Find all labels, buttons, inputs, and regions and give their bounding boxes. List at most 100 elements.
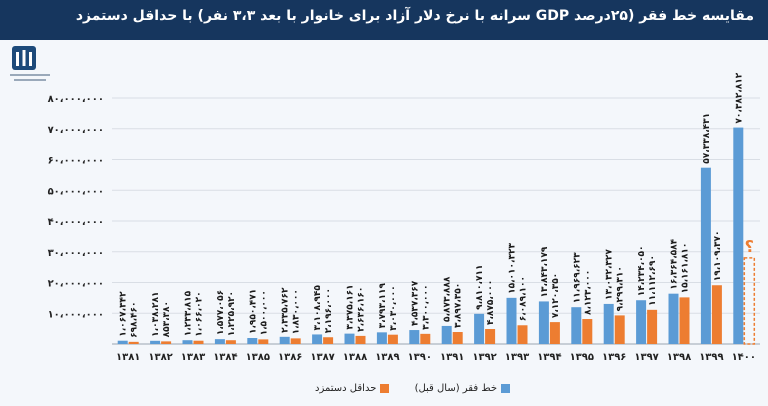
bar-chart: ۱۰،۰۰۰،۰۰۰ ۲۰،۰۰۰،۰۰۰ ۳۰،۰۰۰،۰۰۰ ۴۰،۰۰۰،۰۰۰…	[48, 72, 760, 363]
bars	[117, 127, 756, 345]
data-label-poverty-line: ۱،۲۳۳،۸۱۵	[184, 290, 194, 336]
bar-min-wage	[258, 339, 269, 344]
legend: خط فقر (سال قبل) حداقل دستمزد	[270, 383, 510, 401]
x-tick-label: ۱۳۸۴	[213, 352, 237, 363]
data-label-min-wage: ۸،۱۲۳،۰۰۰	[583, 270, 593, 315]
data-label-poverty-line: ۳،۳۷۵،۱۶۱	[346, 284, 356, 329]
legend-item-poverty-line: خط فقر (سال قبل)	[415, 383, 510, 394]
bar-min-wage	[161, 341, 172, 344]
data-label-min-wage: ۲،۶۳۶،۱۶۰	[357, 287, 367, 332]
bar-poverty-line	[409, 330, 420, 344]
data-label-min-wage: ۱،۵۰۰،۰۰۰	[259, 290, 269, 335]
bar-poverty-line	[247, 338, 258, 344]
bar-poverty-line	[344, 333, 355, 344]
data-label-min-wage: ۱،۲۲۵،۹۲۰	[227, 291, 237, 336]
x-tick-label: ۱۳۹۹	[699, 352, 723, 363]
data-label-min-wage: ۳،۰۳۰،۰۰۰	[389, 285, 399, 330]
y-tick-label: ۳۰،۰۰۰،۰۰۰	[48, 248, 104, 259]
data-label-poverty-line: ۵۷،۳۳۸،۴۳۱	[702, 113, 712, 164]
x-tick-label: ۱۳۹۰	[408, 352, 432, 363]
y-tick-label: ۵۰،۰۰۰،۰۰۰	[48, 186, 104, 197]
data-label-min-wage: ۴،۸۷۵،۰۰۰	[486, 280, 496, 325]
data-label-min-wage: ۱۹،۱۰۹،۳۷۰	[713, 230, 723, 281]
bar-poverty-line	[279, 336, 290, 344]
unknown-value-marker: ؟	[745, 237, 754, 256]
bar-min-wage-placeholder	[743, 257, 756, 345]
bar-poverty-line	[182, 340, 193, 344]
y-axis: ۱۰،۰۰۰،۰۰۰ ۲۰،۰۰۰،۰۰۰ ۳۰،۰۰۰،۰۰۰ ۴۰،۰۰۰،۰۰۰…	[48, 94, 104, 320]
bar-min-wage	[290, 338, 301, 344]
data-label-poverty-line: ۱۳،۸۴۳،۱۷۹	[540, 246, 550, 297]
gridlines	[112, 97, 760, 345]
x-tick-label: ۱۳۹۳	[505, 352, 529, 363]
data-label-min-wage: ۹،۲۹۹،۳۱۰	[616, 266, 626, 311]
data-label-min-wage: ۱،۰۶۶،۰۲۰	[195, 291, 205, 336]
x-tick-label: ۱۳۹۵	[570, 352, 594, 363]
bar-min-wage	[193, 340, 204, 344]
bar-poverty-line	[571, 307, 582, 344]
data-label-poverty-line: ۱،۹۵۰،۴۷۱	[248, 289, 258, 334]
data-label-min-wage: ۸۵۳،۳۸۰	[162, 301, 172, 337]
bar-poverty-line	[376, 332, 387, 344]
data-label-poverty-line: ۱۴،۲۳۴،۰۵۰	[637, 245, 647, 296]
data-label-poverty-line: ۲،۳۳۵،۷۶۲	[281, 287, 291, 333]
legend-swatch-blue	[501, 383, 510, 393]
bar-poverty-line	[117, 340, 128, 344]
y-tick-label: ۱۰،۰۰۰،۰۰۰	[48, 309, 104, 320]
bar-poverty-line	[441, 325, 452, 344]
chart-title: مقایسه خط فقر (۲۵درصد GDP سرانه با نرخ د…	[75, 8, 754, 24]
bar-min-wage	[582, 319, 593, 344]
data-label-poverty-line: ۱۱،۹۶۹،۶۲۳	[572, 252, 582, 303]
bar-min-wage	[679, 297, 690, 344]
data-label-poverty-line: ۱،۰۶۷،۳۴۲	[119, 291, 129, 337]
bar-poverty-line	[636, 300, 647, 344]
data-label-poverty-line: ۳،۱۰۸،۹۴۵	[313, 285, 323, 331]
data-label-poverty-line: ۷۰،۳۸۲،۸۱۲	[734, 72, 744, 123]
y-tick-label: ۲۰،۰۰۰،۰۰۰	[48, 279, 104, 290]
bar-poverty-line	[506, 297, 517, 344]
x-tick-label: ۱۳۸۸	[343, 352, 367, 363]
data-label-min-wage: ۳،۳۰۰،۰۰۰	[421, 285, 431, 330]
bar-min-wage	[452, 332, 463, 344]
bar-min-wage	[614, 315, 625, 344]
y-tick-label: ۶۰،۰۰۰،۰۰۰	[48, 156, 104, 167]
y-tick-label: ۷۰،۰۰۰،۰۰۰	[48, 125, 104, 136]
x-tick-label: ۱۳۸۷	[310, 352, 334, 363]
data-label-poverty-line: ۳،۷۹۳،۱۱۹	[378, 283, 388, 329]
data-label-min-wage: ۱۱،۱۱۲،۶۹۰	[648, 255, 658, 306]
data-label-min-wage: ۶،۰۸۹،۱۰۰	[519, 276, 529, 321]
legend-item-min-wage: حداقل دستمزد	[315, 383, 390, 394]
bar-min-wage	[323, 337, 334, 344]
data-label-min-wage: ۱۵،۱۶۱،۸۱۰	[681, 243, 691, 294]
x-tick-label: ۱۳۹۶	[602, 352, 626, 363]
bar-poverty-line	[668, 293, 679, 344]
data-label-poverty-line: ۱،۰۳۸،۲۸۱	[151, 292, 161, 337]
bar-poverty-line	[700, 167, 711, 344]
x-tick-label: ۱۳۸۶	[278, 352, 302, 363]
legend-label-poverty-line: خط فقر (سال قبل)	[414, 383, 497, 394]
bar-min-wage	[355, 335, 366, 344]
data-label-poverty-line: ۱۶،۳۶۴،۵۸۴	[670, 238, 680, 289]
bar-min-wage	[517, 325, 528, 344]
x-tick-label: ۱۳۸۱	[116, 352, 140, 363]
data-label-poverty-line: ۴،۵۳۷،۳۶۷	[410, 280, 420, 326]
x-tick-label: ۱۴۰۰	[732, 352, 756, 363]
bar-min-wage	[225, 340, 236, 344]
bar-poverty-line	[312, 334, 323, 344]
bar-poverty-line	[214, 339, 225, 344]
x-tick-label: ۱۳۹۸	[667, 352, 691, 363]
data-label-poverty-line: ۹،۸۱۰،۷۱۱	[475, 265, 485, 310]
data-label-min-wage: ۳،۸۹۷،۳۵۰	[454, 283, 464, 328]
x-tick-label: ۱۳۸۹	[375, 352, 399, 363]
y-tick-label: ۸۰،۰۰۰،۰۰۰	[48, 94, 104, 105]
title-bar: مقایسه خط فقر (۲۵درصد GDP سرانه با نرخ د…	[0, 0, 768, 40]
data-label-min-wage: ۶۹۸،۴۶۰	[130, 301, 140, 337]
legend-swatch-orange	[380, 383, 390, 393]
bar-min-wage	[647, 309, 658, 344]
x-tick-label: ۱۳۸۲	[148, 352, 172, 363]
x-tick-label: ۱۳۹۷	[634, 352, 658, 363]
bar-poverty-line	[538, 301, 549, 344]
bar-min-wage	[485, 329, 496, 344]
x-axis: ۱۳۸۱ ۱۳۸۲ ۱۳۸۳ ۱۳۸۴ ۱۳۸۵ ۱۳۸۶ ۱۳۸۷ ۱۳۸۸ ۱۳۸۹ ۱۳۹۰…	[116, 352, 756, 363]
